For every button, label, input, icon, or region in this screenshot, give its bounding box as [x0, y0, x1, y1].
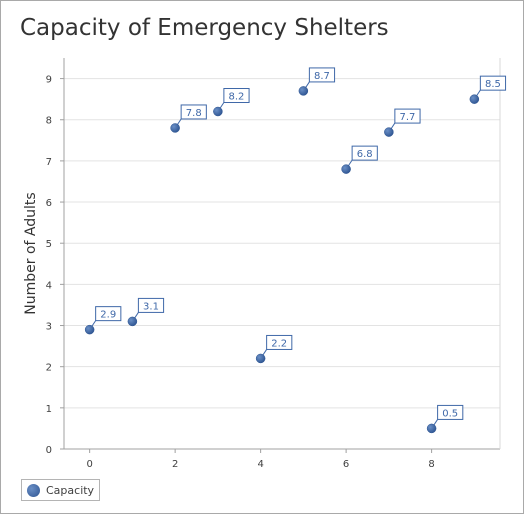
data-label-connector-6	[347, 159, 353, 167]
data-label-connector-5	[304, 81, 310, 89]
data-label-box-5	[308, 67, 336, 83]
y-tick-label-0: 0	[46, 445, 52, 456]
data-label-9: 8.5	[485, 79, 501, 90]
data-label-box-6	[351, 145, 378, 161]
data-label-8: 0.5	[442, 408, 458, 419]
x-tick-label-8: 8	[428, 459, 434, 470]
data-label-connector-3	[219, 102, 225, 109]
data-point-3	[213, 106, 223, 117]
data-label-connector-9	[475, 89, 481, 97]
y-tick-label-9: 9	[46, 75, 52, 86]
data-point-5	[298, 86, 309, 96]
legend-marker-capacity	[27, 483, 40, 497]
y-tick-label-3: 3	[46, 322, 52, 333]
y-tick-label-6: 6	[46, 198, 52, 209]
y-tick-label-1: 1	[46, 404, 52, 415]
x-tick-label-4: 4	[257, 459, 263, 470]
x-tick-label-2: 2	[172, 459, 178, 470]
data-label-box-8	[437, 404, 464, 420]
y-tick-label-8: 8	[46, 116, 52, 127]
y-tick-label-2: 2	[46, 363, 52, 374]
data-label-connector-0	[91, 320, 97, 327]
x-tick-label-0: 0	[86, 459, 92, 470]
data-label-6: 6.8	[357, 149, 373, 160]
x-tick-label-6: 6	[343, 459, 349, 470]
data-label-connector-7	[390, 122, 396, 130]
data-point-7	[384, 127, 394, 137]
data-label-connector-1	[133, 312, 139, 319]
data-label-box-1	[137, 297, 165, 313]
data-label-box-2	[180, 104, 207, 120]
data-label-1: 3.1	[143, 301, 159, 312]
data-point-2	[170, 123, 180, 133]
data-label-2: 7.8	[186, 108, 202, 119]
data-label-connector-2	[176, 118, 182, 126]
data-point-4	[255, 353, 266, 364]
data-point-9	[469, 94, 480, 104]
data-point-6	[341, 164, 351, 174]
y-tick-label-7: 7	[46, 157, 52, 168]
data-label-box-4	[266, 334, 293, 350]
data-label-7: 7.7	[400, 112, 416, 123]
data-label-5: 8.7	[314, 71, 330, 82]
y-axis-title: Number of Adults	[23, 192, 39, 314]
data-label-connector-8	[433, 419, 439, 426]
data-label-box-7	[394, 108, 421, 124]
legend-label-capacity: Capacity	[46, 483, 95, 497]
data-label-connector-4	[262, 349, 268, 356]
data-point-8	[426, 423, 437, 434]
data-label-4: 2.2	[271, 338, 287, 349]
data-point-0	[84, 324, 95, 335]
data-label-box-0	[95, 306, 122, 322]
y-tick-label-5: 5	[46, 239, 52, 250]
data-label-box-3	[223, 88, 250, 104]
data-label-3: 8.2	[229, 92, 245, 103]
y-tick-label-4: 4	[46, 280, 52, 291]
chart-title: Capacity of Emergency Shelters	[20, 15, 389, 41]
legend[interactable]: Capacity	[21, 479, 101, 501]
data-point-1	[127, 316, 138, 327]
data-label-box-9	[479, 75, 507, 91]
data-label-0: 2.9	[100, 310, 116, 321]
